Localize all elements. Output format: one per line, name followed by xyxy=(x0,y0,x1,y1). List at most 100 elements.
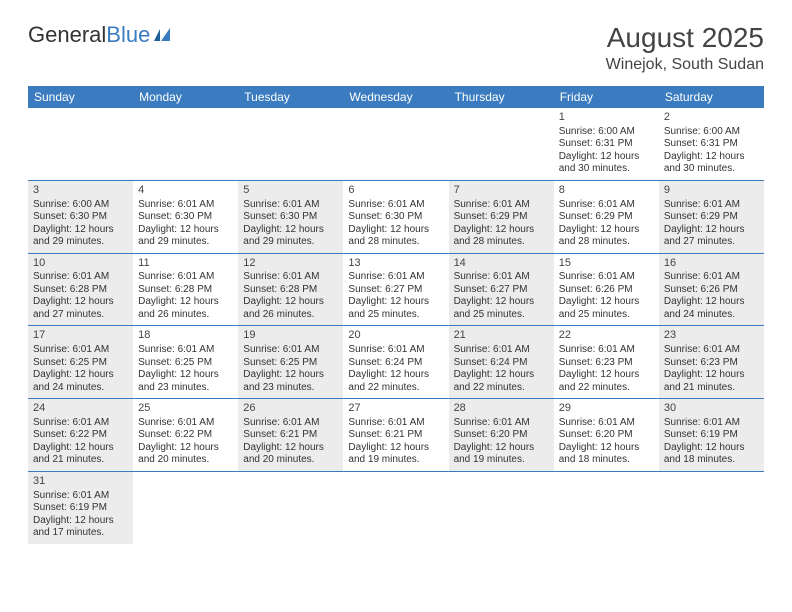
calendar-cell: 6Sunrise: 6:01 AMSunset: 6:30 PMDaylight… xyxy=(343,180,448,253)
calendar-cell xyxy=(343,108,448,180)
day-number: 14 xyxy=(454,257,549,271)
daylight-text: Daylight: 12 hours and 17 minutes. xyxy=(33,515,128,540)
day-number: 2 xyxy=(664,111,759,125)
sunrise-text: Sunrise: 6:00 AM xyxy=(33,199,128,212)
daylight-text: Daylight: 12 hours and 18 minutes. xyxy=(559,442,654,467)
calendar-cell: 1Sunrise: 6:00 AMSunset: 6:31 PMDaylight… xyxy=(554,108,659,180)
day-number: 22 xyxy=(559,329,654,343)
logo-text-1: General xyxy=(28,22,106,48)
daylight-text: Daylight: 12 hours and 25 minutes. xyxy=(454,296,549,321)
day-number: 16 xyxy=(664,257,759,271)
calendar-table: Sunday Monday Tuesday Wednesday Thursday… xyxy=(28,86,764,544)
sunrise-text: Sunrise: 6:01 AM xyxy=(559,271,654,284)
calendar-cell xyxy=(449,108,554,180)
calendar-cell: 29Sunrise: 6:01 AMSunset: 6:20 PMDayligh… xyxy=(554,399,659,472)
day-number: 25 xyxy=(138,402,233,416)
sunrise-text: Sunrise: 6:01 AM xyxy=(664,199,759,212)
day-number: 30 xyxy=(664,402,759,416)
sunset-text: Sunset: 6:30 PM xyxy=(33,211,128,224)
day-number: 27 xyxy=(348,402,443,416)
daylight-text: Daylight: 12 hours and 29 minutes. xyxy=(138,224,233,249)
sunrise-text: Sunrise: 6:01 AM xyxy=(454,271,549,284)
calendar-cell: 23Sunrise: 6:01 AMSunset: 6:23 PMDayligh… xyxy=(659,326,764,399)
daylight-text: Daylight: 12 hours and 29 minutes. xyxy=(33,224,128,249)
calendar-cell: 5Sunrise: 6:01 AMSunset: 6:30 PMDaylight… xyxy=(238,180,343,253)
sunrise-text: Sunrise: 6:01 AM xyxy=(33,344,128,357)
sunset-text: Sunset: 6:21 PM xyxy=(243,429,338,442)
calendar-row: 31Sunrise: 6:01 AMSunset: 6:19 PMDayligh… xyxy=(28,471,764,543)
sunrise-text: Sunrise: 6:01 AM xyxy=(664,271,759,284)
calendar-cell xyxy=(28,108,133,180)
daylight-text: Daylight: 12 hours and 24 minutes. xyxy=(664,296,759,321)
day-number: 10 xyxy=(33,257,128,271)
day-number: 18 xyxy=(138,329,233,343)
sunset-text: Sunset: 6:27 PM xyxy=(454,284,549,297)
sunrise-text: Sunrise: 6:01 AM xyxy=(454,417,549,430)
calendar-cell: 15Sunrise: 6:01 AMSunset: 6:26 PMDayligh… xyxy=(554,253,659,326)
sunrise-text: Sunrise: 6:01 AM xyxy=(243,271,338,284)
day-number: 15 xyxy=(559,257,654,271)
daylight-text: Daylight: 12 hours and 21 minutes. xyxy=(664,369,759,394)
sunset-text: Sunset: 6:20 PM xyxy=(454,429,549,442)
day-number: 1 xyxy=(559,111,654,125)
daylight-text: Daylight: 12 hours and 29 minutes. xyxy=(243,224,338,249)
calendar-cell: 8Sunrise: 6:01 AMSunset: 6:29 PMDaylight… xyxy=(554,180,659,253)
sunrise-text: Sunrise: 6:01 AM xyxy=(348,199,443,212)
daylight-text: Daylight: 12 hours and 19 minutes. xyxy=(348,442,443,467)
calendar-cell xyxy=(343,471,448,543)
calendar-cell: 2Sunrise: 6:00 AMSunset: 6:31 PMDaylight… xyxy=(659,108,764,180)
calendar-cell: 11Sunrise: 6:01 AMSunset: 6:28 PMDayligh… xyxy=(133,253,238,326)
sunrise-text: Sunrise: 6:01 AM xyxy=(559,199,654,212)
calendar-cell: 7Sunrise: 6:01 AMSunset: 6:29 PMDaylight… xyxy=(449,180,554,253)
calendar-cell: 24Sunrise: 6:01 AMSunset: 6:22 PMDayligh… xyxy=(28,399,133,472)
daylight-text: Daylight: 12 hours and 28 minutes. xyxy=(559,224,654,249)
sunset-text: Sunset: 6:29 PM xyxy=(664,211,759,224)
sunset-text: Sunset: 6:30 PM xyxy=(243,211,338,224)
day-number: 12 xyxy=(243,257,338,271)
day-number: 21 xyxy=(454,329,549,343)
daylight-text: Daylight: 12 hours and 21 minutes. xyxy=(33,442,128,467)
daylight-text: Daylight: 12 hours and 27 minutes. xyxy=(664,224,759,249)
sunset-text: Sunset: 6:29 PM xyxy=(559,211,654,224)
day-number: 9 xyxy=(664,184,759,198)
sunset-text: Sunset: 6:28 PM xyxy=(138,284,233,297)
daylight-text: Daylight: 12 hours and 25 minutes. xyxy=(348,296,443,321)
calendar-cell: 22Sunrise: 6:01 AMSunset: 6:23 PMDayligh… xyxy=(554,326,659,399)
calendar-cell: 17Sunrise: 6:01 AMSunset: 6:25 PMDayligh… xyxy=(28,326,133,399)
calendar-cell: 19Sunrise: 6:01 AMSunset: 6:25 PMDayligh… xyxy=(238,326,343,399)
day-number: 20 xyxy=(348,329,443,343)
calendar-row: 24Sunrise: 6:01 AMSunset: 6:22 PMDayligh… xyxy=(28,399,764,472)
day-number: 13 xyxy=(348,257,443,271)
day-number: 23 xyxy=(664,329,759,343)
sunrise-text: Sunrise: 6:01 AM xyxy=(454,199,549,212)
calendar-cell: 28Sunrise: 6:01 AMSunset: 6:20 PMDayligh… xyxy=(449,399,554,472)
sunset-text: Sunset: 6:22 PM xyxy=(138,429,233,442)
day-number: 28 xyxy=(454,402,549,416)
calendar-row: 3Sunrise: 6:00 AMSunset: 6:30 PMDaylight… xyxy=(28,180,764,253)
sunrise-text: Sunrise: 6:01 AM xyxy=(664,344,759,357)
calendar-row: 10Sunrise: 6:01 AMSunset: 6:28 PMDayligh… xyxy=(28,253,764,326)
sunrise-text: Sunrise: 6:01 AM xyxy=(454,344,549,357)
day-number: 6 xyxy=(348,184,443,198)
sunrise-text: Sunrise: 6:01 AM xyxy=(138,271,233,284)
daylight-text: Daylight: 12 hours and 28 minutes. xyxy=(348,224,443,249)
calendar-cell xyxy=(238,471,343,543)
sunset-text: Sunset: 6:26 PM xyxy=(559,284,654,297)
day-number: 5 xyxy=(243,184,338,198)
sunrise-text: Sunrise: 6:01 AM xyxy=(138,344,233,357)
calendar-cell: 20Sunrise: 6:01 AMSunset: 6:24 PMDayligh… xyxy=(343,326,448,399)
weekday-header-row: Sunday Monday Tuesday Wednesday Thursday… xyxy=(28,86,764,108)
sunrise-text: Sunrise: 6:01 AM xyxy=(33,490,128,503)
sunset-text: Sunset: 6:31 PM xyxy=(664,138,759,151)
weekday-header: Thursday xyxy=(449,86,554,108)
daylight-text: Daylight: 12 hours and 26 minutes. xyxy=(243,296,338,321)
calendar-cell: 27Sunrise: 6:01 AMSunset: 6:21 PMDayligh… xyxy=(343,399,448,472)
calendar-cell: 25Sunrise: 6:01 AMSunset: 6:22 PMDayligh… xyxy=(133,399,238,472)
day-number: 7 xyxy=(454,184,549,198)
day-number: 17 xyxy=(33,329,128,343)
daylight-text: Daylight: 12 hours and 23 minutes. xyxy=(243,369,338,394)
calendar-cell xyxy=(449,471,554,543)
daylight-text: Daylight: 12 hours and 20 minutes. xyxy=(243,442,338,467)
sunset-text: Sunset: 6:29 PM xyxy=(454,211,549,224)
sunset-text: Sunset: 6:28 PM xyxy=(243,284,338,297)
